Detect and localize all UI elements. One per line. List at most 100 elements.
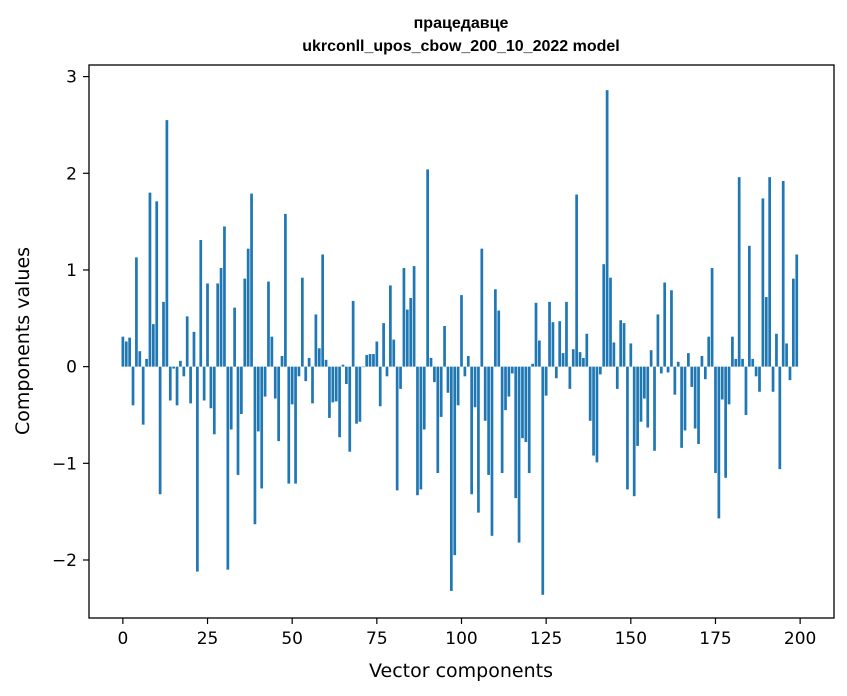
bar: [643, 366, 646, 399]
bar: [781, 181, 785, 367]
bar: [683, 366, 687, 431]
bar: [747, 245, 751, 367]
y-tick-label: 2: [66, 164, 77, 184]
bar: [135, 257, 138, 367]
bar: [639, 366, 643, 422]
bar: [751, 358, 755, 367]
bar: [168, 366, 172, 401]
bar: [737, 177, 741, 367]
y-tick-label: −2: [52, 551, 77, 571]
bar: [185, 316, 189, 367]
bar: [236, 366, 240, 475]
bar: [324, 359, 328, 367]
bar: [527, 366, 531, 473]
bar: [399, 366, 402, 389]
bar: [659, 366, 663, 374]
bar: [382, 323, 385, 367]
x-tick-label: 125: [530, 629, 562, 649]
bar: [653, 366, 656, 451]
bar: [341, 364, 345, 367]
bar: [405, 309, 409, 367]
bar: [466, 356, 470, 367]
bar: [294, 366, 297, 484]
bar: [646, 366, 650, 428]
x-tick-label: 50: [281, 629, 303, 649]
bar: [256, 366, 260, 432]
bar: [189, 366, 192, 404]
bar: [290, 366, 294, 405]
bar: [649, 350, 653, 367]
bar: [223, 226, 226, 367]
bar: [598, 366, 602, 375]
bar: [345, 366, 348, 385]
bar: [754, 366, 758, 377]
x-tick-label: 75: [366, 629, 388, 649]
bar: [764, 297, 768, 367]
bar: [331, 366, 335, 403]
bar: [378, 366, 382, 407]
bar: [433, 366, 436, 383]
bar: [700, 356, 704, 367]
bar: [355, 366, 358, 424]
bar: [287, 366, 291, 484]
bar: [219, 268, 223, 367]
bar: [470, 366, 474, 495]
bar: [260, 366, 264, 489]
bar: [460, 295, 463, 367]
bar: [172, 366, 176, 369]
x-axis-label: Vector components: [369, 660, 553, 682]
bar: [243, 278, 247, 367]
bar: [636, 366, 639, 446]
bar: [690, 366, 694, 387]
bar: [334, 366, 338, 402]
bar: [558, 321, 562, 367]
bar: [175, 366, 179, 406]
bar: [409, 297, 413, 367]
bar: [775, 333, 778, 367]
bar: [480, 248, 484, 367]
bar: [273, 366, 277, 399]
bar: [500, 366, 504, 473]
bar: [358, 366, 362, 422]
bar: [392, 339, 396, 367]
x-tick-label: 100: [445, 629, 477, 649]
bar: [395, 366, 399, 491]
bar: [571, 349, 575, 367]
bar: [280, 356, 284, 367]
bar: [138, 351, 142, 367]
bar: [229, 366, 233, 430]
x-tick-label: 175: [699, 629, 731, 649]
bar: [199, 239, 203, 367]
bar: [788, 366, 792, 381]
bar: [548, 301, 551, 367]
bar: [449, 366, 453, 591]
bar: [456, 366, 460, 406]
bar: [629, 343, 633, 367]
x-tick-label: 200: [784, 629, 816, 649]
bar: [202, 366, 206, 401]
y-tick-label: 3: [66, 68, 77, 88]
bar: [582, 357, 585, 367]
bar: [277, 366, 280, 442]
bar: [131, 366, 135, 406]
bar: [416, 366, 419, 496]
bar: [473, 366, 477, 408]
bar: [351, 300, 355, 367]
bar: [361, 366, 365, 368]
bar: [284, 213, 287, 367]
bar: [483, 366, 487, 421]
bar: [182, 366, 186, 377]
bar: [710, 268, 714, 367]
bar: [497, 310, 501, 367]
bar: [504, 366, 507, 411]
bar: [148, 192, 152, 367]
bar: [128, 337, 131, 367]
bar: [507, 366, 511, 397]
bar: [226, 366, 230, 570]
bar: [771, 366, 775, 392]
x-tick-label: 150: [615, 629, 647, 649]
bar: [311, 366, 314, 404]
bar: [724, 366, 727, 478]
bar: [531, 363, 534, 367]
bar: [209, 366, 213, 409]
